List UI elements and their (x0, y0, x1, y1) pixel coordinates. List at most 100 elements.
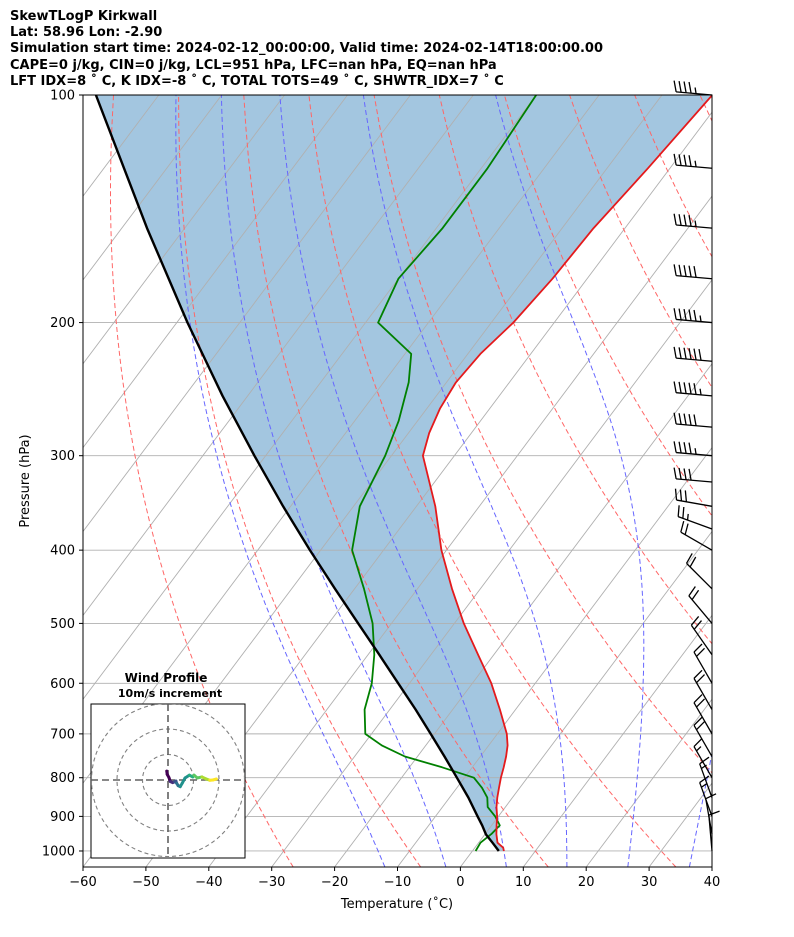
barb-flag (673, 467, 677, 479)
barb-flag (696, 647, 705, 657)
barb-flag (673, 346, 677, 359)
wind-barb (693, 694, 713, 735)
barb-flag (678, 154, 682, 166)
isotherm-line (271, 279, 712, 867)
barb-flag (684, 490, 688, 502)
barb-shaft (676, 392, 713, 397)
wind-barb (673, 308, 713, 324)
barb-shaft (676, 91, 713, 96)
barb-flag (673, 441, 677, 453)
x-tick-label: −60 (69, 875, 96, 890)
barb-flag (682, 506, 685, 519)
barb-flag (688, 442, 692, 454)
barb-flag (688, 265, 692, 278)
barb-flag (688, 155, 692, 167)
barb-flag (683, 81, 687, 93)
dry-adiabat (178, 95, 422, 867)
isotherm-line (83, 95, 474, 617)
isotherm-line (208, 195, 712, 867)
wind-barb (688, 586, 713, 624)
barb-flag (684, 523, 689, 535)
wind-barb (673, 153, 713, 169)
y-tick-label: 400 (50, 544, 75, 559)
barb-flag (699, 775, 710, 784)
hodograph-segment (211, 777, 218, 782)
barb-flag (693, 309, 697, 322)
y-tick-label: 500 (50, 617, 75, 632)
barb-flag (679, 489, 683, 501)
barb-shaft (693, 678, 713, 710)
barb-flag (678, 467, 682, 480)
x-tick-label: −10 (384, 875, 411, 890)
y-tick-label: 100 (50, 89, 75, 104)
barb-flag (678, 381, 682, 394)
isotherm-line (711, 866, 712, 867)
y-tick-label: 200 (50, 316, 75, 331)
barb-flag (688, 586, 696, 597)
isotherm-line (334, 363, 712, 867)
barb-half-flag (696, 746, 702, 752)
barb-flag (693, 383, 697, 395)
barb-flag (678, 413, 682, 425)
barb-flag (708, 810, 720, 816)
barb-flag (693, 266, 697, 278)
barb-flag (688, 214, 692, 227)
barb-shaft (693, 651, 713, 684)
temperature-line (422, 95, 712, 852)
isotherm-line (83, 95, 348, 449)
barb-flag (683, 265, 687, 277)
barb-flag (685, 553, 693, 564)
barb-shaft (699, 763, 713, 798)
barb-flag (691, 589, 700, 601)
axes: −60 −50 −40 −30 −20 −10 0 10 20 30 40 100 200 300 400 5… (42, 89, 720, 891)
barb-flag (678, 347, 682, 359)
x-tick-label: −50 (132, 875, 159, 890)
wind-barb (673, 80, 713, 96)
barb-flag (673, 80, 677, 92)
barb-flag (677, 505, 680, 517)
y-tick-label: 600 (50, 677, 75, 692)
barb-flag (673, 153, 677, 166)
wind-barb (674, 488, 713, 507)
barb-flag (693, 414, 697, 426)
barb-flag (680, 520, 685, 533)
stability-parameters: CAPE=0 j/kg, CIN=0 j/kg, LCL=951 hPa, LF… (10, 57, 497, 73)
barb-shaft (693, 725, 713, 757)
simulation-times: Simulation start time: 2024-02-12_00:00:… (10, 41, 603, 57)
wind-barb (693, 716, 713, 757)
barb-flag (678, 214, 682, 226)
wind-barb (693, 643, 713, 684)
y-tick-label: 900 (50, 810, 75, 825)
barb-flag (693, 737, 703, 747)
barb-half-flag (686, 513, 689, 521)
barb-flag (688, 468, 692, 481)
x-tick-label: 30 (641, 875, 658, 890)
barb-flag (693, 643, 703, 653)
barb-shaft (676, 274, 713, 280)
wind-barb (699, 756, 713, 798)
barb-flag (693, 620, 703, 630)
wind-barb (708, 810, 720, 852)
moist-adiabat (495, 95, 645, 867)
wind-barb (673, 467, 713, 483)
barb-half-flag (694, 220, 697, 227)
x-tick-label: 10 (515, 875, 532, 890)
barb-shaft (676, 451, 713, 457)
barb-shaft (676, 318, 713, 324)
barb-flag (688, 413, 692, 426)
barb-flag (683, 468, 687, 480)
barb-shaft (690, 624, 713, 656)
barb-flag (683, 154, 687, 167)
barb-flag (673, 381, 677, 393)
isotherm-line (460, 530, 712, 867)
barb-flag (693, 694, 703, 704)
inset-subtitle: 10m/s increment (118, 687, 222, 700)
isotherm-line (83, 95, 537, 701)
chart-header: SkewTLogP Kirkwall Lat: 58.96 Lon: -2.90… (10, 9, 603, 90)
barb-flag (673, 213, 677, 226)
barb-shaft (693, 702, 713, 735)
barb-shaft (676, 224, 713, 229)
barb-half-flag (701, 764, 707, 770)
dry-adiabat (503, 95, 712, 517)
